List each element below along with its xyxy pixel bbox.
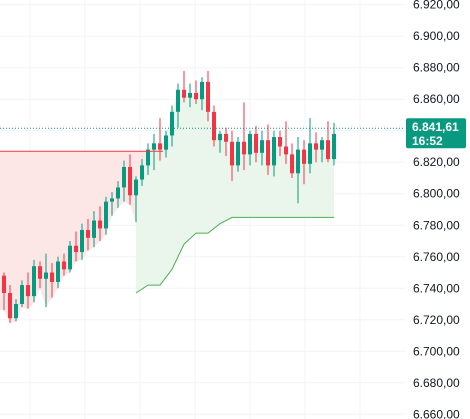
y-tick-label: 6.680,00 — [413, 376, 460, 390]
candle-up[interactable] — [218, 133, 222, 141]
candle-up[interactable] — [188, 92, 192, 98]
y-tick-label: 6.720,00 — [413, 313, 460, 327]
candle-up[interactable] — [140, 165, 144, 180]
candle-up[interactable] — [32, 266, 36, 297]
trailing-stop-line — [135, 216, 334, 294]
y-tick-label: 6.900,00 — [413, 29, 460, 43]
indicator-lines — [0, 127, 405, 294]
y-tick-label: 6.740,00 — [413, 281, 460, 295]
candle-up[interactable] — [116, 187, 120, 199]
y-tick-label: 6.800,00 — [413, 187, 460, 201]
candle-down[interactable] — [284, 146, 288, 155]
candle-up[interactable] — [122, 166, 126, 188]
candle-up[interactable] — [332, 133, 336, 160]
candles[interactable] — [2, 70, 336, 323]
candle-down[interactable] — [254, 133, 258, 153]
y-tick-label: 6.820,00 — [413, 155, 460, 169]
candle-up[interactable] — [296, 149, 300, 174]
current-price-tag[interactable]: 6.841,61 16:52 — [406, 118, 466, 149]
y-tick-label: 6.760,00 — [413, 250, 460, 264]
current-price-value: 6.841,61 — [412, 120, 459, 134]
candle-up[interactable] — [104, 201, 108, 229]
candle-up[interactable] — [80, 229, 84, 253]
candle-up[interactable] — [44, 272, 48, 279]
candle-up[interactable] — [308, 143, 312, 164]
candle-up[interactable] — [272, 137, 276, 166]
y-tick-label: 6.780,00 — [413, 218, 460, 232]
candle-up[interactable] — [164, 135, 168, 150]
candle-down[interactable] — [182, 89, 186, 98]
candle-up[interactable] — [320, 140, 324, 150]
y-tick-label: 6.860,00 — [413, 92, 460, 106]
candle-down[interactable] — [224, 133, 228, 142]
price-tag-background — [406, 118, 466, 149]
range-fills — [0, 81, 334, 323]
y-tick-label: 6.920,00 — [413, 0, 460, 12]
price-axis[interactable]: 6.920,006.900,006.880,006.860,006.840,00… — [413, 0, 460, 419]
candle-down[interactable] — [26, 285, 30, 297]
candle-down[interactable] — [326, 140, 330, 160]
candle-down[interactable] — [86, 229, 90, 238]
candle-down[interactable] — [8, 292, 12, 319]
candle-up[interactable] — [152, 143, 156, 150]
candle-up[interactable] — [110, 198, 114, 202]
candle-up[interactable] — [248, 133, 252, 155]
candle-up[interactable] — [260, 140, 264, 153]
candle-up[interactable] — [92, 220, 96, 238]
candle-down[interactable] — [98, 220, 102, 229]
candle-down[interactable] — [242, 141, 246, 155]
candle-up[interactable] — [134, 179, 138, 196]
candle-down[interactable] — [230, 141, 234, 166]
candle-timer: 16:52 — [412, 134, 443, 148]
candle-down[interactable] — [302, 149, 306, 164]
candle-down[interactable] — [212, 111, 216, 141]
candle-up[interactable] — [176, 89, 180, 112]
candle-up[interactable] — [56, 261, 60, 282]
y-tick-label: 6.880,00 — [413, 61, 460, 75]
candle-down[interactable] — [278, 137, 282, 147]
candle-up[interactable] — [200, 81, 204, 100]
candle-down[interactable] — [128, 166, 132, 196]
candle-up[interactable] — [68, 245, 72, 270]
y-tick-label: 6.660,00 — [413, 407, 460, 419]
candle-up[interactable] — [236, 141, 240, 166]
candle-down[interactable] — [38, 266, 42, 279]
trail-zone — [136, 81, 334, 293]
candle-up[interactable] — [170, 111, 174, 136]
y-tick-label: 6.700,00 — [413, 344, 460, 358]
candle-down[interactable] — [62, 261, 66, 270]
candle-down[interactable] — [2, 275, 6, 293]
candle-up[interactable] — [20, 285, 24, 305]
candle-down[interactable] — [158, 143, 162, 150]
candle-down[interactable] — [50, 272, 54, 282]
candle-down[interactable] — [266, 140, 270, 166]
candle-up[interactable] — [14, 304, 18, 319]
candle-down[interactable] — [206, 81, 210, 112]
candle-down[interactable] — [74, 245, 78, 253]
candle-down[interactable] — [194, 92, 198, 100]
candle-down[interactable] — [290, 154, 294, 174]
candle-up[interactable] — [146, 149, 150, 166]
candle-down[interactable] — [314, 143, 318, 150]
